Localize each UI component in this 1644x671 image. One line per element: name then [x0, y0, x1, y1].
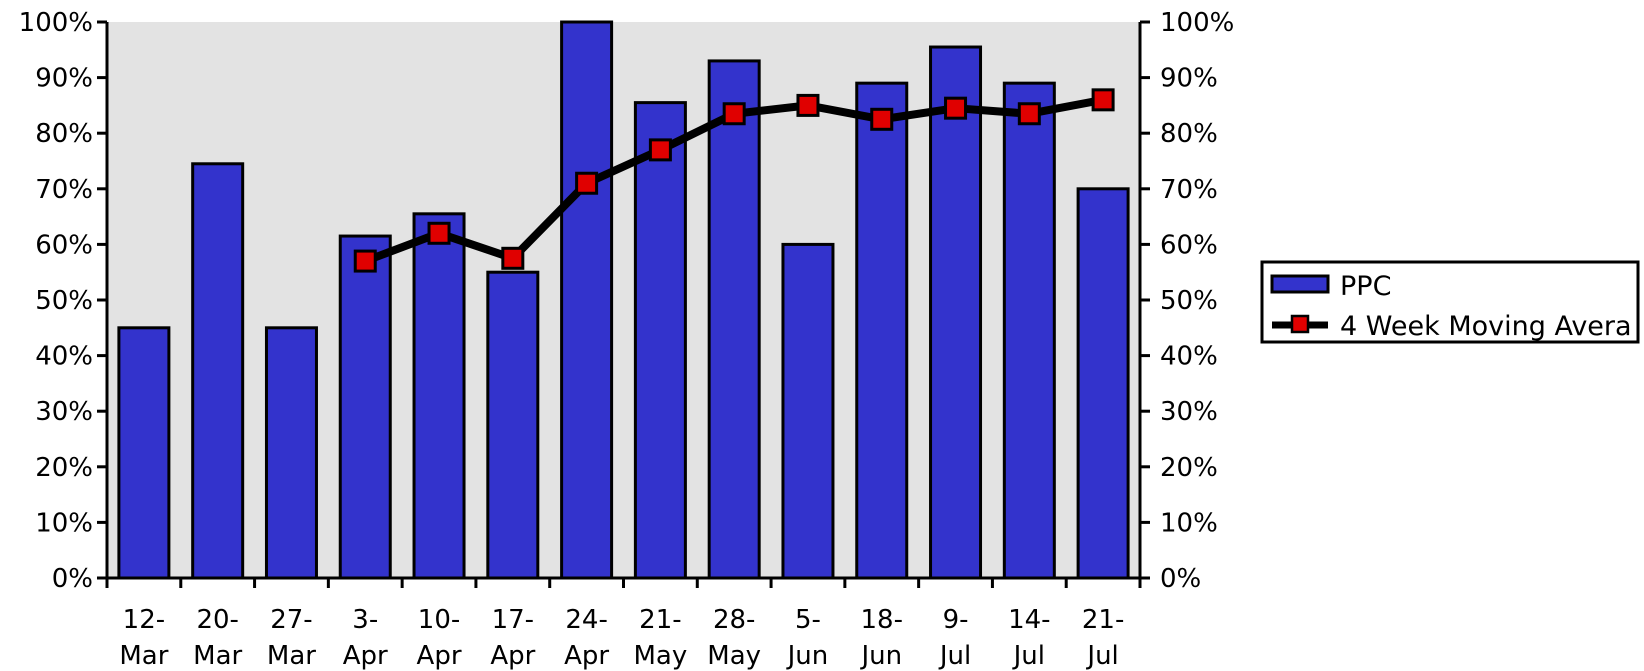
- legend-swatch-ppc: [1270, 274, 1330, 294]
- left-tick-label-2: 20%: [35, 453, 93, 483]
- bar-6: [560, 20, 614, 580]
- category-label-2: 27-Mar: [267, 605, 316, 671]
- moving-average-point-9: [796, 93, 820, 117]
- line-series-moving-average: [353, 88, 1115, 273]
- category-label-12: 14-Jul: [1008, 605, 1050, 671]
- right-tick-label-0: 0%: [1160, 564, 1201, 594]
- bar-8: [707, 59, 761, 580]
- category-label-4: 10-Apr: [417, 605, 462, 671]
- moving-average-point-5: [501, 246, 525, 270]
- bar-7: [633, 101, 687, 580]
- left-tick-label-1: 10%: [35, 508, 93, 538]
- moving-average-point-3: [353, 249, 377, 273]
- right-tick-label-4: 40%: [1160, 342, 1218, 372]
- bar-11: [929, 45, 983, 580]
- moving-average-point-11: [944, 96, 968, 120]
- axes: 0% 0% 10% 10% 20% 20% 30% 30% 40% 40% 50% 50% 60% 60%…: [19, 8, 1235, 671]
- left-tick-label-6: 60%: [35, 230, 93, 260]
- moving-average-point-10: [870, 107, 894, 131]
- category-label-1: 20-Mar: [193, 605, 242, 671]
- category-label-7: 21-May: [634, 605, 688, 671]
- moving-average-point-8: [722, 102, 746, 126]
- right-tick-label-1: 10%: [1160, 508, 1218, 538]
- category-label-11: 9-Jul: [938, 605, 971, 671]
- left-tick-label-8: 80%: [35, 119, 93, 149]
- left-tick-label-10: 100%: [19, 8, 93, 38]
- left-tick-label-0: 0%: [52, 564, 93, 594]
- bar-9: [781, 242, 835, 580]
- plot-area: [107, 22, 1140, 578]
- category-label-3: 3-Apr: [343, 605, 388, 671]
- right-tick-label-6: 60%: [1160, 230, 1218, 260]
- bar-2: [264, 326, 318, 580]
- bar-10: [855, 81, 909, 580]
- category-label-0: 12-Mar: [119, 605, 168, 671]
- right-tick-label-7: 70%: [1160, 175, 1218, 205]
- right-tick-label-2: 20%: [1160, 453, 1218, 483]
- moving-average-point-6: [575, 171, 599, 195]
- bar-13: [1076, 187, 1130, 580]
- legend: PPC 4 Week Moving Avera: [1260, 260, 1640, 344]
- bar-5: [486, 270, 540, 580]
- legend-label-moving-average: 4 Week Moving Avera: [1340, 311, 1632, 342]
- right-tick-label-9: 90%: [1160, 64, 1218, 94]
- right-tick-label-3: 30%: [1160, 397, 1218, 427]
- category-label-8: 28-May: [707, 605, 761, 671]
- category-label-6: 24-Apr: [564, 605, 609, 671]
- bar-1: [191, 162, 245, 580]
- bar-0: [117, 326, 171, 580]
- bar-series-ppc: [117, 20, 1130, 580]
- left-tick-label-4: 40%: [35, 342, 93, 372]
- right-tick-label-10: 100%: [1160, 8, 1234, 38]
- moving-average-point-12: [1017, 102, 1041, 126]
- category-label-5: 17-Apr: [490, 605, 535, 671]
- legend-marker-moving-average: [1290, 314, 1310, 334]
- category-label-9: 5-Jun: [786, 605, 829, 671]
- right-tick-label-5: 50%: [1160, 286, 1218, 316]
- bar-3: [338, 234, 392, 580]
- bar-4: [412, 212, 466, 580]
- bar-12: [1002, 81, 1056, 580]
- left-tick-label-9: 90%: [35, 64, 93, 94]
- moving-average-point-7: [648, 138, 672, 162]
- right-tick-label-8: 80%: [1160, 119, 1218, 149]
- left-tick-label-3: 30%: [35, 397, 93, 427]
- category-label-13: 21-Jul: [1082, 605, 1124, 671]
- left-tick-label-7: 70%: [35, 175, 93, 205]
- legend-label-ppc: PPC: [1340, 271, 1391, 302]
- left-tick-label-5: 50%: [35, 286, 93, 316]
- moving-average-point-13: [1091, 88, 1115, 112]
- moving-average-point-4: [427, 221, 451, 245]
- category-label-10: 18-Jun: [859, 605, 903, 671]
